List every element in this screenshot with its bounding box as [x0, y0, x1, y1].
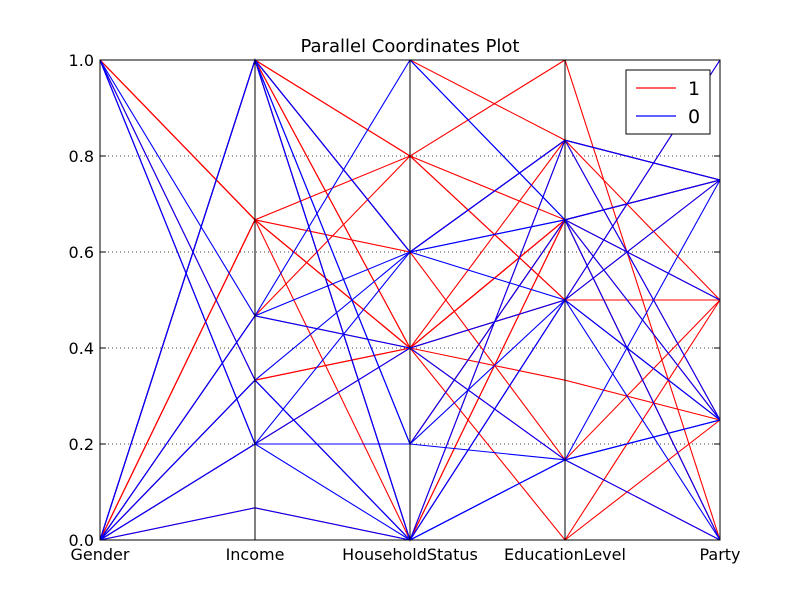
- legend-label-1: 1: [688, 78, 700, 100]
- legend: 10: [625, 69, 711, 135]
- x-axis-label-householdstatus: HouseholdStatus: [342, 545, 478, 564]
- x-axis-label-educationlevel: EducationLevel: [504, 545, 626, 564]
- plot-frame: [99, 59, 721, 541]
- y-tick-label: 0.4: [69, 339, 94, 358]
- x-axis-label-party: Party: [699, 545, 740, 564]
- x-axis-label-gender: Gender: [71, 545, 130, 564]
- y-tick-label: 0.6: [69, 243, 94, 262]
- tick-layer: 0.0 0.2 0.4 0.6 0.8 1.0 Gender Income HouseholdS…: [69, 51, 741, 564]
- y-tick-label: 1.0: [69, 51, 94, 70]
- legend-box: [625, 69, 711, 135]
- x-axis-label-income: Income: [226, 545, 285, 564]
- y-tick-label: 0.2: [69, 435, 94, 454]
- chart-title: Parallel Coordinates Plot: [300, 36, 519, 57]
- y-tick-label: 0.8: [69, 147, 94, 166]
- legend-label-0: 0: [688, 106, 700, 128]
- y-tick-label: 0.0: [69, 531, 94, 550]
- axes-layer: [99, 59, 721, 541]
